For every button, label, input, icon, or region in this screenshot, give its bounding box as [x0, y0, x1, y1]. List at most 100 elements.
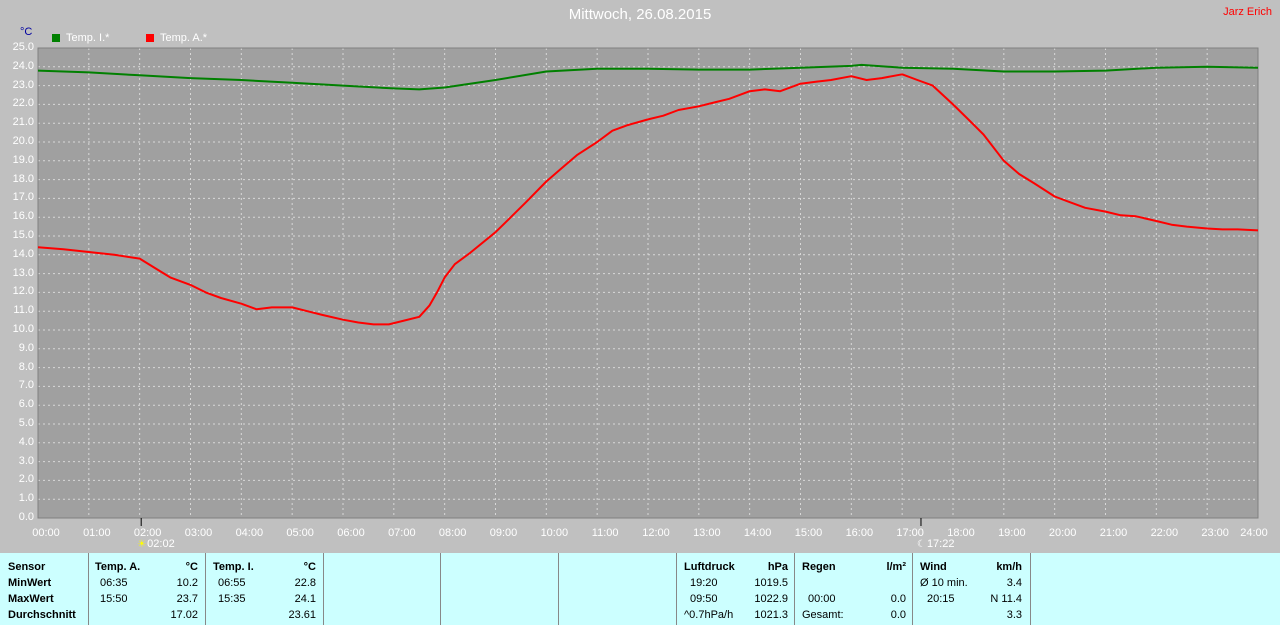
y-tick-label: 2.0 [18, 473, 34, 486]
x-tick-label: 05:00 [286, 527, 314, 539]
x-tick-label: 03:00 [184, 527, 213, 539]
wind-row3: 3.3 [1006, 609, 1022, 621]
x-tick-label: 00:00 [32, 527, 60, 539]
x-tick-label: 19:00 [998, 527, 1026, 539]
legend-item-inside: Temp. I.* [52, 32, 109, 44]
temp-a-unit: °C [185, 561, 198, 573]
y-tick-label: 5.0 [18, 417, 34, 429]
pressure-max: 1022.9 [754, 593, 788, 605]
x-tick-label: 21:00 [1099, 527, 1128, 539]
row-label-max: MaxWert [8, 593, 54, 605]
temp-i-min-time: 06:55 [218, 577, 246, 589]
temp-i-header: Temp. I. [213, 561, 254, 573]
chart-title: Mittwoch, 26.08.2015 [568, 6, 712, 23]
x-tick-label: 23:00 [1201, 527, 1229, 539]
wind-max: N 11.4 [990, 593, 1022, 605]
legend-swatch-inside [52, 34, 60, 42]
x-tick-label: 11:00 [591, 527, 619, 539]
x-tick-label: 08:00 [438, 527, 467, 539]
grid [37, 47, 1259, 519]
row-label-min: MinWert [8, 577, 52, 589]
x-tick-label: 12:00 [642, 527, 670, 539]
x-tick-label: 10:00 [540, 527, 569, 539]
plot-border [37, 47, 1259, 519]
statistics-table: Sensor MinWert MaxWert Durchschnitt Temp… [0, 553, 1280, 625]
rain-value: 0.0 [890, 593, 906, 605]
y-tick-label: 8.0 [18, 360, 34, 373]
sunrise-marker: ☀ 02:02 [137, 538, 175, 550]
y-tick-label: 3.0 [18, 454, 34, 467]
row-label-avg: Durchschnitt [8, 609, 76, 621]
x-tick-label: 15:00 [794, 527, 823, 539]
x-tick-label: 01:00 [83, 527, 111, 539]
temp-a-header: Temp. A. [95, 561, 141, 573]
wind-header: Wind [920, 561, 947, 573]
temp-a-max-time: 15:50 [100, 593, 128, 605]
col-pressure [677, 553, 795, 625]
wind-max-time: 20:15 [927, 593, 955, 605]
y-tick-label: 9.0 [18, 341, 34, 354]
sunrise-time: 02:02 [147, 538, 175, 550]
pressure-max-time: 09:50 [690, 593, 718, 605]
y-tick-label: 13.0 [12, 266, 34, 279]
wind-avg: 3.4 [1006, 577, 1022, 589]
y-tick-label: 6.0 [18, 398, 34, 411]
col-rain [795, 553, 913, 625]
legend-item-outside: Temp. A.* [146, 32, 207, 44]
sunrise-icon: ☀ [137, 538, 147, 550]
col-empty-3 [559, 553, 677, 625]
col-empty-1 [324, 553, 441, 625]
y-unit-label: °C [20, 26, 33, 38]
y-tick-label: 18.0 [12, 172, 34, 185]
series-line-outside [37, 73, 1259, 326]
legend-swatch-outside [146, 34, 154, 42]
y-tick-label: 14.0 [12, 247, 34, 260]
x-tick-label: 14:00 [743, 527, 772, 539]
y-tick-label: 0.0 [18, 511, 34, 523]
temp-i-max: 24.1 [294, 593, 316, 605]
y-tick-label: 12.0 [12, 285, 34, 298]
x-tick-label: 17:00 [896, 527, 924, 539]
y-tick-label: 23.0 [12, 78, 34, 91]
y-tick-label: 16.0 [12, 210, 34, 223]
y-tick-label: 22.0 [12, 97, 34, 110]
y-tick-label: 19.0 [12, 153, 34, 166]
temp-a-min-time: 06:35 [100, 577, 128, 589]
col-wind [913, 553, 1031, 625]
pressure-header: Luftdruck [684, 561, 735, 573]
y-tick-label: 1.0 [18, 492, 34, 505]
temp-i-min: 22.8 [294, 577, 316, 589]
y-tick-label: 17.0 [12, 191, 34, 204]
series-lines [37, 63, 1259, 326]
sunset-marker: ☾ 17:22 [917, 538, 955, 550]
rain-unit: l/m² [886, 561, 906, 573]
y-tick-label: 21.0 [12, 116, 34, 129]
temp-i-max-time: 15:35 [218, 593, 246, 605]
x-tick-label: 02:00 [133, 527, 162, 539]
temp-i-avg: 23.61 [288, 609, 316, 621]
pressure-current: 1021.3 [754, 609, 788, 621]
y-tick-label: 15.0 [12, 229, 34, 241]
y-tick-label: 25.0 [12, 41, 34, 53]
x-tick-label: 24:00 [1240, 527, 1268, 539]
wind-avg-label: Ø 10 min. [920, 577, 968, 589]
legend-label-outside: Temp. A.* [160, 32, 208, 44]
rain-total: 0.0 [890, 609, 906, 621]
wind-unit: km/h [996, 561, 1022, 573]
rain-header: Regen [802, 561, 836, 573]
y-tick-label: 10.0 [12, 323, 34, 335]
y-tick-label: 20.0 [12, 135, 34, 147]
x-tick-label: 07:00 [388, 527, 416, 539]
x-tick-label: 18:00 [947, 527, 975, 539]
x-tick-label: 20:00 [1048, 527, 1077, 539]
sun-markers [140, 518, 922, 526]
col-empty-2 [441, 553, 559, 625]
x-tick-label: 04:00 [235, 527, 264, 539]
series-line-inside [37, 63, 1259, 91]
pressure-min: 1019.5 [754, 577, 788, 589]
col-temp-i [206, 553, 324, 625]
temp-a-min: 10.2 [176, 577, 198, 589]
x-tick-label: 22:00 [1150, 527, 1179, 539]
y-tick-label: 24.0 [12, 59, 34, 72]
